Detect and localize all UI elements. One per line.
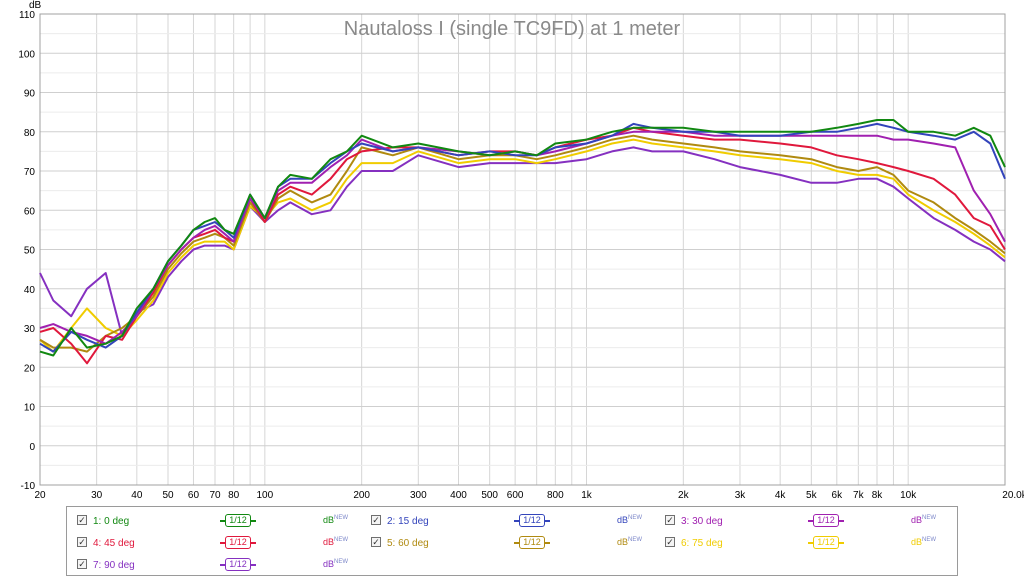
legend-visibility-checkbox[interactable]: ✓ bbox=[371, 537, 381, 547]
legend-visibility-checkbox[interactable]: ✓ bbox=[371, 515, 381, 525]
x-tick-label: 800 bbox=[547, 490, 564, 501]
legend-row: ✓ 4: 45 deg 1/12 dBNEW ✓ 5: 60 deg 1/12 dBNEW ✓ 6… bbox=[73, 533, 955, 553]
x-tick-label: 70 bbox=[209, 490, 221, 501]
db-new-button[interactable]: dBNEW bbox=[617, 537, 643, 547]
series-line-7-90-deg bbox=[39, 146, 1006, 337]
series-line-1-0-deg bbox=[39, 119, 1006, 357]
x-tick-label: 7k bbox=[853, 490, 865, 501]
x-tick-label: 200 bbox=[353, 490, 370, 501]
x-tick-label: 60 bbox=[188, 490, 200, 501]
y-tick-label: 10 bbox=[24, 403, 36, 414]
db-new-button[interactable]: dBNEW bbox=[617, 515, 643, 525]
legend-series-label: 3: 30 deg bbox=[681, 516, 723, 527]
legend-item: ✓ 7: 90 deg 1/12 dBNEW bbox=[73, 555, 367, 575]
y-tick-label: 20 bbox=[24, 363, 36, 374]
legend-visibility-checkbox[interactable]: ✓ bbox=[665, 515, 675, 525]
y-tick-label: 50 bbox=[24, 246, 36, 257]
x-tick-label: 20 bbox=[34, 490, 46, 501]
legend-series-label: 2: 15 deg bbox=[387, 516, 429, 527]
x-tick-label: 6k bbox=[832, 490, 844, 501]
x-tick-label: 80 bbox=[228, 490, 240, 501]
series-layer bbox=[39, 119, 1006, 365]
legend-item: ✓ 4: 45 deg 1/12 dBNEW bbox=[73, 533, 367, 553]
y-tick-label: -10 bbox=[21, 481, 36, 492]
db-new-button[interactable]: dBNEW bbox=[911, 537, 937, 547]
legend-row: ✓ 1: 0 deg 1/12 dBNEW ✓ 2: 15 deg 1/12 dBNEW ✓ 3:… bbox=[73, 511, 955, 531]
legend-visibility-checkbox[interactable]: ✓ bbox=[665, 537, 675, 547]
x-tick-labels: 20 30 40 50 60 70 80 100 200 300 400 500 600 800 1k 2k 3… bbox=[34, 490, 1024, 501]
x-tick-label: 8k bbox=[872, 490, 884, 501]
chart-title: Nautaloss I (single TC9FD) at 1 meter bbox=[344, 18, 681, 40]
legend-item: ✓ 6: 75 deg 1/12 dBNEW bbox=[661, 533, 955, 553]
x-tick-label: 100 bbox=[256, 490, 273, 501]
smoothing-button[interactable]: 1/12 bbox=[220, 514, 256, 527]
smoothing-button[interactable]: 1/12 bbox=[808, 536, 844, 549]
legend-visibility-checkbox[interactable]: ✓ bbox=[77, 515, 87, 525]
legend-series-label: 7: 90 deg bbox=[93, 560, 135, 571]
x-tick-label: 1k bbox=[581, 490, 593, 501]
x-tick-label: 5k bbox=[806, 490, 818, 501]
db-new-button[interactable]: dBNEW bbox=[323, 559, 349, 569]
legend-item: ✓ 2: 15 deg 1/12 dBNEW bbox=[367, 511, 661, 531]
y-tick-label: 60 bbox=[24, 206, 36, 217]
smoothing-button[interactable]: 1/12 bbox=[514, 536, 550, 549]
series-line-6-75-deg bbox=[39, 138, 1006, 353]
frequency-response-chart: -10 0 10 20 30 40 50 60 70 80 90 100 110 20 30 40 50 60 7… bbox=[18, 0, 1024, 501]
legend-visibility-checkbox[interactable]: ✓ bbox=[77, 559, 87, 569]
x-tick-label: 30 bbox=[91, 490, 103, 501]
db-new-button[interactable]: dBNEW bbox=[911, 515, 937, 525]
legend-item: ✓ 5: 60 deg 1/12 dBNEW bbox=[367, 533, 661, 553]
y-tick-label: 80 bbox=[24, 128, 36, 139]
x-tick-label: 10k bbox=[900, 490, 917, 501]
db-new-button[interactable]: dBNEW bbox=[323, 537, 349, 547]
legend-series-label: 5: 60 deg bbox=[387, 538, 429, 549]
y-tick-label: 110 bbox=[19, 10, 35, 21]
x-tick-label: 4k bbox=[775, 490, 787, 501]
smoothing-button[interactable]: 1/12 bbox=[808, 514, 844, 527]
legend-series-label: 1: 0 deg bbox=[93, 516, 130, 527]
y-tick-label: 40 bbox=[24, 285, 36, 296]
x-tick-label: 3k bbox=[735, 490, 747, 501]
legend-item: ✓ 3: 30 deg 1/12 dBNEW bbox=[661, 511, 955, 531]
legend-visibility-checkbox[interactable]: ✓ bbox=[77, 537, 87, 547]
series-line-5-60-deg bbox=[39, 134, 1006, 353]
smoothing-button[interactable]: 1/12 bbox=[514, 514, 550, 527]
y-axis-label: dB bbox=[29, 0, 42, 11]
series-line-2-15-deg bbox=[39, 122, 1006, 353]
x-tick-label: 20.0k Hz bbox=[1002, 490, 1024, 501]
y-tick-label: 30 bbox=[24, 324, 36, 335]
y-tick-label: 90 bbox=[24, 89, 36, 100]
legend-panel: ✓ 1: 0 deg 1/12 dBNEW ✓ 2: 15 deg 1/12 dBNEW ✓ 3:… bbox=[66, 506, 958, 576]
legend-series-label: 4: 45 deg bbox=[93, 538, 135, 549]
db-new-button[interactable]: dBNEW bbox=[323, 515, 349, 525]
smoothing-button[interactable]: 1/12 bbox=[220, 558, 256, 571]
x-tick-label: 300 bbox=[410, 490, 427, 501]
y-tick-label: 70 bbox=[24, 167, 36, 178]
y-tick-label: 100 bbox=[18, 49, 35, 60]
y-tick-labels: -10 0 10 20 30 40 50 60 70 80 90 100 110 bbox=[18, 10, 35, 492]
smoothing-button[interactable]: 1/12 bbox=[220, 536, 256, 549]
legend-series-label: 6: 75 deg bbox=[681, 538, 723, 549]
x-tick-label: 40 bbox=[131, 490, 143, 501]
y-tick-label: 0 bbox=[29, 442, 35, 453]
x-tick-label: 600 bbox=[507, 490, 524, 501]
x-tick-label: 400 bbox=[450, 490, 467, 501]
x-tick-label: 500 bbox=[481, 490, 498, 501]
x-tick-label: 50 bbox=[162, 490, 174, 501]
x-tick-label: 2k bbox=[678, 490, 690, 501]
legend-item: ✓ 1: 0 deg 1/12 dBNEW bbox=[73, 511, 367, 531]
legend-row: ✓ 7: 90 deg 1/12 dBNEW bbox=[73, 555, 367, 575]
